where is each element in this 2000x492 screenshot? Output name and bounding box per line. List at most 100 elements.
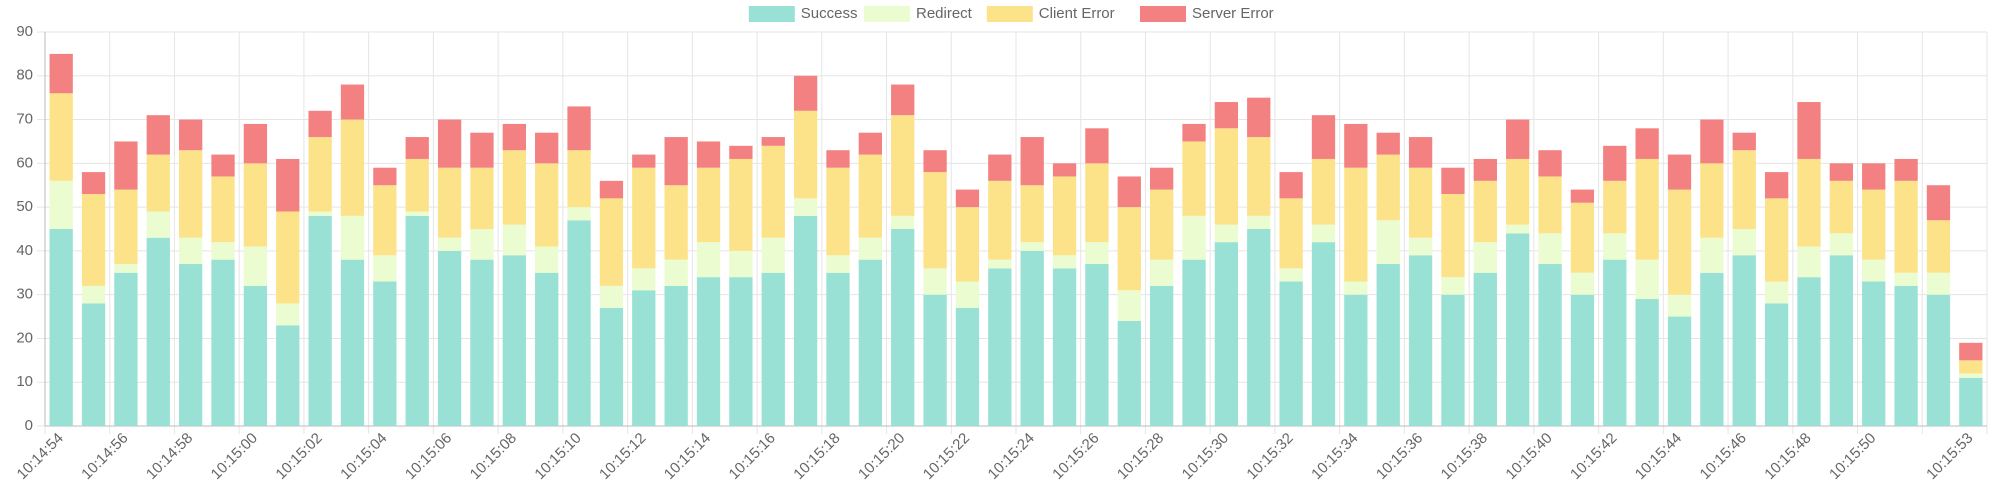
bar-segment	[1506, 119, 1530, 159]
bar-segment	[1700, 237, 1724, 273]
bar-segment	[405, 137, 429, 159]
bar-segment	[1376, 154, 1400, 221]
bar-segment	[1344, 281, 1368, 295]
y-tick-label: 60	[16, 154, 33, 171]
bar-segment	[502, 123, 526, 151]
bar-segment	[1085, 242, 1109, 265]
bar-segment	[146, 115, 170, 155]
bar-segment	[243, 123, 268, 164]
bar-segment	[276, 158, 300, 212]
bar-segment	[470, 132, 494, 168]
bar-segment	[1279, 281, 1303, 426]
bar-segment	[1635, 158, 1659, 260]
bar-segment	[1764, 303, 1789, 426]
bar-segment	[923, 294, 947, 426]
legend-label: Client Error	[1039, 5, 1115, 22]
bar-segment	[49, 53, 73, 94]
bar-segment	[276, 303, 300, 326]
bar-segment	[470, 167, 494, 229]
bar-segment	[1344, 123, 1368, 168]
bar-segment	[437, 119, 462, 168]
x-tick-label: 10:15:06	[402, 430, 455, 483]
bar-segment	[405, 211, 429, 216]
bar-segment	[1732, 150, 1756, 229]
bar-segment	[793, 215, 818, 426]
bar-segment	[1441, 167, 1465, 194]
x-tick-label: 10:15:00	[208, 430, 261, 483]
x-tick-label: 10:15:36	[1373, 430, 1426, 483]
bar-segment	[1667, 189, 1692, 295]
bar-segment	[114, 264, 138, 273]
bar-segment	[276, 211, 300, 304]
bar-segment	[1052, 255, 1077, 269]
bar-segment	[1052, 268, 1077, 426]
bar-segment	[1797, 158, 1821, 247]
bar-segment	[243, 285, 268, 426]
bar-segment	[1732, 255, 1756, 426]
x-tick-label: 10:15:48	[1761, 430, 1814, 483]
x-tick-label: 10:15:38	[1438, 430, 1491, 483]
x-tick-label: 10:15:14	[661, 430, 714, 483]
bar-segment	[308, 211, 332, 216]
y-tick-label: 90	[16, 23, 33, 40]
bar-segment	[437, 250, 462, 426]
bar-segment	[1635, 259, 1659, 300]
bar-segment	[1959, 360, 1983, 374]
bar-segment	[1764, 198, 1789, 282]
bar-segment	[1603, 145, 1627, 181]
bar-segment	[891, 115, 915, 216]
bar-segment	[1538, 233, 1562, 265]
bar-segment	[1408, 255, 1433, 426]
bar-segment	[81, 193, 106, 286]
bar-segment	[1700, 119, 1724, 164]
bar-segment	[437, 167, 462, 238]
bar-segment	[1829, 233, 1854, 256]
bar-segment	[1376, 264, 1400, 426]
bar-segment	[761, 272, 785, 426]
bar-segment	[1894, 285, 1918, 426]
bar-segment	[470, 229, 494, 260]
x-tick-label: 10:15:53	[1923, 430, 1976, 483]
bar-segment	[923, 268, 947, 295]
bar-segment	[1052, 163, 1077, 177]
bar-segment	[1473, 158, 1497, 181]
bar-segment	[1344, 294, 1368, 426]
bar-segment	[1344, 167, 1368, 282]
legend-swatch	[1140, 6, 1186, 22]
bar-segment	[729, 277, 753, 426]
bar-segment	[1182, 141, 1206, 216]
bar-segment	[1926, 220, 1951, 273]
bar-segment	[858, 154, 883, 238]
x-tick-label: 10:15:32	[1243, 430, 1296, 483]
bar-segment	[891, 84, 915, 116]
x-tick-label: 10:15:50	[1826, 430, 1879, 483]
bar-segment	[761, 137, 785, 146]
bar-segment	[1667, 316, 1692, 426]
bar-segment	[793, 198, 818, 216]
bar-segment	[1959, 342, 1983, 361]
bar-segment	[1894, 158, 1918, 181]
bar-segment	[955, 281, 980, 308]
bar-segment	[1538, 264, 1562, 426]
bar-segment	[211, 242, 235, 260]
bar-segment	[502, 224, 526, 256]
bar-segment	[1667, 294, 1692, 317]
bar-segment	[1797, 102, 1821, 159]
bar-segment	[1506, 233, 1530, 426]
bar-segment	[1408, 237, 1433, 256]
bar-segment	[1764, 281, 1789, 304]
bar-segment	[664, 185, 688, 260]
bar-segment	[1926, 272, 1951, 295]
bar-segment	[1117, 176, 1141, 208]
bar-segment	[826, 167, 850, 256]
bar-segment	[1603, 259, 1627, 426]
bar-segment	[535, 163, 559, 247]
bar-segment	[1797, 246, 1821, 278]
bar-segment	[1829, 180, 1854, 234]
bar-segment	[1311, 115, 1336, 159]
bar-segment	[535, 132, 559, 164]
x-tick-label: 10:14:56	[78, 430, 131, 483]
bar-segment	[405, 158, 429, 212]
bar-segment	[1862, 189, 1886, 260]
bar-segment	[1603, 180, 1627, 234]
